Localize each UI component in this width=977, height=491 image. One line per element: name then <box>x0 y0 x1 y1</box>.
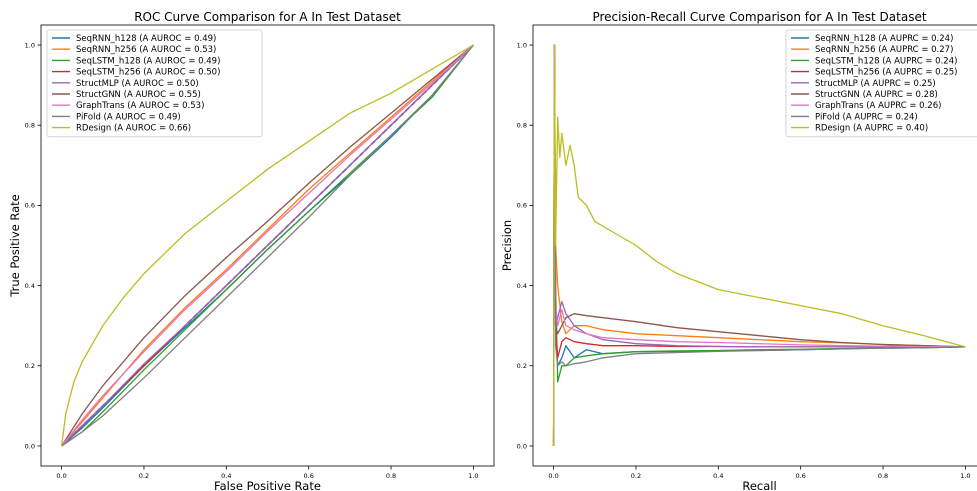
series-line-7 <box>552 44 966 447</box>
y-tick-label: 0.6 <box>517 202 527 210</box>
x-axis-label: False Positive Rate <box>214 479 321 491</box>
series-line-8 <box>552 44 966 447</box>
legend-label: SeqLSTM_h128 (A AUROC = 0.49) <box>76 56 220 66</box>
y-tick-label: 0.4 <box>25 282 35 290</box>
series-line-6 <box>61 44 474 447</box>
legend-label: RDesign (A AUROC = 0.66) <box>76 124 191 134</box>
legend-label: PiFold (A AUROC = 0.49) <box>76 112 181 122</box>
series-line-8 <box>60 44 474 447</box>
axes-frame <box>532 24 977 467</box>
y-tick-label: 0.2 <box>25 362 35 370</box>
legend-label: SeqLSTM_h256 (A AUPRC = 0.25) <box>815 68 957 78</box>
legend-label: StructMLP (A AUPRC = 0.25) <box>815 79 936 89</box>
x-tick-label: 1.0 <box>960 472 970 480</box>
x-tick-label: 0.2 <box>139 472 149 480</box>
axes-frame <box>40 24 495 467</box>
x-tick-label: 0.8 <box>878 472 888 480</box>
x-tick-label: 0.2 <box>631 472 641 480</box>
series-line-5 <box>61 44 474 447</box>
legend-label: StructMLP (A AUROC = 0.50) <box>76 79 199 89</box>
series-lines <box>552 44 966 447</box>
legend-label: StructGNN (A AUPRC = 0.28) <box>815 90 938 100</box>
y-tick-label: 0.0 <box>25 442 35 450</box>
legend-label: StructGNN (A AUROC = 0.55) <box>76 90 201 100</box>
y-tick-label: 0.2 <box>517 362 527 370</box>
legend-label: PiFold (A AUPRC = 0.24) <box>815 112 918 122</box>
x-tick-label: 0.0 <box>548 472 558 480</box>
legend: SeqRNN_h128 (A AUROC = 0.49)SeqRNN_h256 … <box>46 29 263 138</box>
y-tick-label: 0.6 <box>25 202 35 210</box>
x-tick-label: 0.4 <box>713 472 723 480</box>
legend-label: SeqRNN_h128 (A AUROC = 0.49) <box>76 34 216 44</box>
roc-chart: ROC Curve Comparison for A In Test Datas… <box>8 10 495 491</box>
y-tick-label: 0.8 <box>25 122 35 130</box>
y-tick-label: 1.0 <box>517 41 527 49</box>
series-line-4 <box>61 44 474 447</box>
precision-recall-chart: Precision-Recall Curve Comparison for A … <box>500 10 977 491</box>
legend-label: SeqRNN_h256 (A AUROC = 0.53) <box>76 45 216 55</box>
legend-label: SeqLSTM_h256 (A AUROC = 0.50) <box>76 68 220 78</box>
series-line-7 <box>61 44 474 447</box>
x-tick-label: 0.6 <box>796 472 806 480</box>
chart-title: ROC Curve Comparison for A In Test Datas… <box>134 10 401 24</box>
x-tick-label: 1.0 <box>468 472 478 480</box>
legend-label: RDesign (A AUPRC = 0.40) <box>815 124 928 134</box>
legend-label: GraphTrans (A AUPRC = 0.26) <box>815 101 941 111</box>
legend: SeqRNN_h128 (A AUPRC = 0.24)SeqRNN_h256 … <box>785 29 977 138</box>
legend-label: GraphTrans (A AUROC = 0.53) <box>76 101 204 111</box>
chart-title: Precision-Recall Curve Comparison for A … <box>592 10 926 24</box>
y-axis-label: Precision <box>500 220 514 271</box>
y-tick-label: 0.4 <box>517 282 527 290</box>
y-tick-label: 1.0 <box>25 41 35 49</box>
y-tick-label: 0.8 <box>517 122 527 130</box>
legend-box <box>785 29 977 138</box>
x-tick-label: 0.8 <box>386 472 396 480</box>
x-tick-label: 0.4 <box>221 472 231 480</box>
legend-box <box>46 29 263 138</box>
x-tick-label: 0.6 <box>304 472 314 480</box>
series-line-5 <box>552 44 966 447</box>
series-lines <box>60 44 474 447</box>
legend-label: SeqRNN_h256 (A AUPRC = 0.27) <box>815 45 953 55</box>
x-axis-label: Recall <box>742 479 776 491</box>
legend-label: SeqRNN_h128 (A AUPRC = 0.24) <box>815 34 953 44</box>
series-line-1 <box>61 44 474 447</box>
y-tick-label: 0.0 <box>517 442 527 450</box>
x-tick-label: 0.0 <box>56 472 66 480</box>
legend-label: SeqLSTM_h128 (A AUPRC = 0.24) <box>815 56 957 66</box>
y-axis-label: True Positive Rate <box>8 194 22 297</box>
series-line-6 <box>552 44 966 447</box>
